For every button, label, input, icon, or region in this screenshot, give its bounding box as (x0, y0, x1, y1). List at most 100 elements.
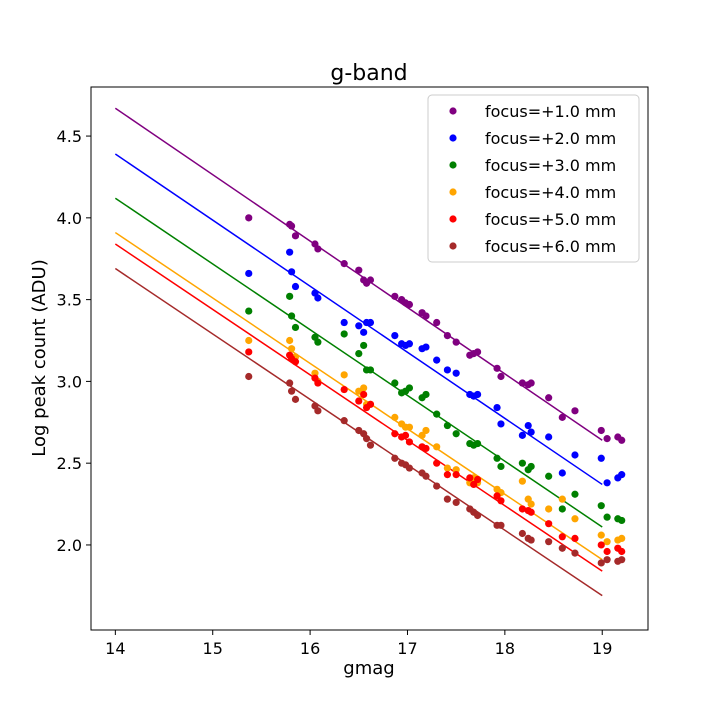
data-point-s2-25 (497, 420, 505, 428)
data-point-s2-30 (558, 469, 566, 477)
legend-marker-2 (449, 134, 457, 142)
plot-frame (90, 86, 649, 631)
data-point-s3-7 (340, 330, 348, 338)
data-point-s1-33 (603, 435, 611, 443)
data-point-s1-23 (473, 348, 482, 356)
data-point-s6-3 (287, 387, 296, 395)
data-point-s2-27 (524, 421, 532, 430)
fit-line-2 (114, 153, 603, 486)
data-point-s2-24 (493, 403, 501, 412)
data-point-s4-7 (340, 371, 348, 379)
y-axis-label: Log peak count (ADU) (29, 259, 50, 456)
legend-marker-4 (449, 188, 457, 196)
data-point-s3-26 (518, 459, 526, 467)
data-point-s6-20 (452, 498, 460, 507)
data-point-s6-26 (518, 529, 526, 538)
data-point-s5-9 (360, 390, 368, 399)
data-point-s1-25 (497, 372, 505, 381)
data-point-s1-6 (314, 245, 322, 253)
data-point-s4-33 (603, 538, 611, 546)
data-point-s5-7 (340, 385, 348, 394)
legend-label-5: focus=+5.0 mm (485, 210, 616, 229)
data-point-s2-35 (618, 471, 626, 479)
data-point-s4-16 (418, 431, 426, 439)
legend-label-6: focus=+6.0 mm (485, 237, 616, 256)
data-point-s1-32 (597, 426, 605, 435)
y-tick-label: 4.0 (57, 209, 82, 228)
data-point-s2-11 (366, 318, 375, 327)
data-point-s1-19 (443, 332, 452, 340)
data-point-s5-29 (545, 520, 553, 528)
data-point-s3-28 (527, 462, 535, 471)
data-point-s5-22 (470, 480, 478, 489)
data-point-s5-26 (518, 505, 526, 513)
data-point-s3-20 (452, 430, 460, 438)
x-tick-label: 16 (300, 639, 320, 658)
data-point-s5-11 (366, 400, 375, 408)
data-point-s2-3 (287, 268, 296, 276)
data-point-s4-30 (558, 495, 566, 503)
data-point-s2-6 (314, 294, 322, 302)
data-point-s5-14 (401, 431, 410, 439)
data-point-s1-30 (558, 413, 566, 421)
data-point-s5-12 (391, 430, 399, 438)
data-point-s3-31 (571, 490, 579, 498)
data-point-s5-28 (527, 508, 535, 516)
data-point-s4-1 (245, 336, 253, 345)
data-point-s4-17 (422, 426, 430, 435)
fit-line-5 (114, 243, 603, 572)
data-point-s6-19 (443, 495, 452, 503)
data-point-s5-25 (497, 497, 505, 505)
data-point-s5-19 (443, 471, 452, 479)
data-point-s5-32 (597, 541, 605, 549)
data-point-s2-29 (545, 433, 553, 441)
data-point-s5-21 (466, 474, 474, 482)
data-point-s2-4 (291, 282, 300, 291)
data-point-s1-28 (527, 379, 535, 387)
data-point-s2-23 (473, 390, 482, 399)
legend: focus=+1.0 mm focus=+2.0 mm focus=+3.0 mm f… (427, 94, 640, 263)
data-point-s1-18 (433, 318, 441, 327)
data-point-s6-10 (362, 435, 371, 443)
data-point-s3-29 (545, 472, 553, 480)
data-points (245, 214, 626, 567)
data-point-s5-24 (493, 492, 501, 500)
axis-ticks: 14 15 16 17 18 19 2.0 2.5 3.0 3.5 4.0 4.5 (57, 127, 613, 658)
data-point-s1-8 (355, 266, 363, 274)
x-tick-label: 17 (397, 639, 417, 658)
x-tick-label: 14 (105, 639, 125, 658)
data-point-s2-1 (245, 269, 253, 278)
data-point-s3-6 (314, 338, 322, 346)
legend-marker-6 (449, 242, 457, 250)
data-point-s4-29 (545, 505, 553, 513)
data-point-s3-18 (433, 410, 441, 418)
data-point-s6-32 (597, 559, 605, 567)
data-point-s4-12 (391, 413, 399, 421)
data-point-s5-4 (291, 358, 300, 366)
legend-marker-1 (449, 107, 457, 115)
data-point-s1-31 (571, 407, 579, 415)
data-point-s1-26 (518, 379, 526, 387)
legend-box (427, 94, 640, 263)
data-point-s3-12 (391, 379, 399, 387)
data-point-s6-30 (558, 544, 566, 552)
data-point-s1-29 (545, 394, 553, 402)
data-point-s3-35 (618, 516, 626, 525)
legend-label-2: focus=+2.0 mm (485, 129, 616, 148)
data-point-s5-1 (245, 348, 253, 356)
data-point-s1-1 (245, 214, 253, 222)
data-point-s5-6 (314, 379, 322, 387)
data-point-s6-6 (314, 407, 322, 415)
y-tick-label: 4.5 (57, 127, 82, 146)
data-point-s2-33 (603, 479, 611, 487)
data-point-s2-2 (286, 248, 294, 256)
data-point-s3-3 (287, 312, 296, 320)
data-point-s6-28 (527, 536, 535, 544)
data-point-s6-4 (291, 395, 300, 403)
legend-label-1: focus=+1.0 mm (485, 102, 616, 121)
data-point-s6-23 (473, 511, 482, 520)
y-tick-label: 2.5 (57, 454, 82, 473)
data-point-s2-18 (433, 356, 441, 364)
data-point-s4-3 (287, 345, 296, 353)
